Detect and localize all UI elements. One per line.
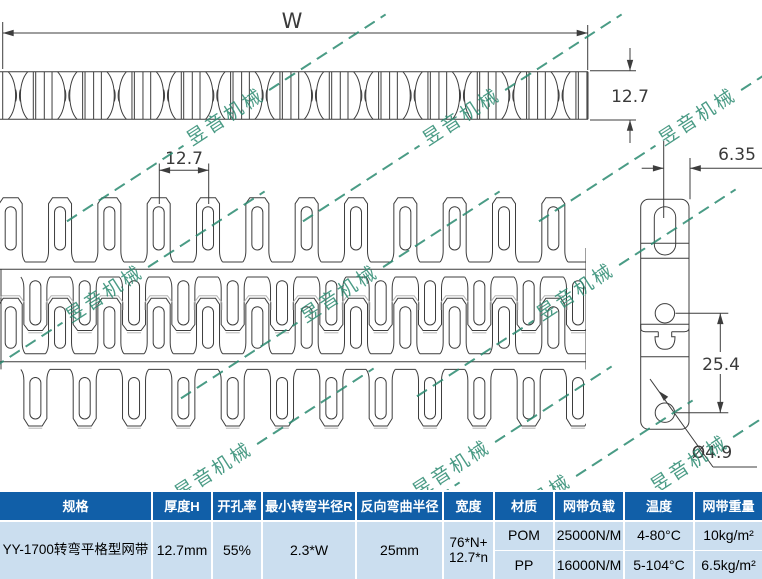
cell-thickness: 12.7mm: [153, 521, 211, 579]
dim-thickness-label: 12.7: [611, 87, 649, 107]
cell-load-pom: 25000N/M: [555, 521, 623, 550]
spec-table: 规格 厚度H 开孔率 最小转弯半径R 反向弯曲半径 宽度 材质 网带负载 温度 …: [0, 490, 762, 579]
cell-material-pp: PP: [495, 551, 553, 579]
cell-spec: YY-1700转弯平格型网带: [0, 521, 151, 579]
cell-min-turn-radius: 2.3*W: [263, 521, 355, 579]
cell-weight-pom: 10kg/m²: [695, 521, 762, 550]
col-header-thickness: 厚度H: [153, 491, 211, 520]
cell-reverse-bend-radius: 25mm: [357, 521, 442, 579]
width-formula-line1: 76*N+: [449, 534, 488, 550]
col-header-load: 网带负载: [555, 491, 623, 520]
col-header-open-area: 开孔率: [213, 491, 261, 520]
cell-weight-pp: 6.5kg/m²: [695, 551, 762, 579]
col-header-weight: 网带重量: [695, 491, 762, 520]
col-header-material: 材质: [495, 491, 553, 520]
dim-hole-diameter-label: Ø4.9: [692, 443, 732, 463]
dim-pitch-label: 12.7: [165, 149, 203, 169]
col-header-spec: 规格: [0, 491, 151, 520]
cell-temperature-pp: 5-104°C: [625, 551, 693, 579]
cell-width-formula: 76*N+ 12.7*n: [444, 521, 493, 579]
cell-load-pp: 16000N/M: [555, 551, 623, 579]
top-view: [0, 197, 586, 429]
cell-open-area: 55%: [213, 521, 261, 579]
side-view: [0, 71, 589, 120]
cell-temperature-pom: 4-80°C: [625, 521, 693, 550]
col-header-reverse-bend-radius: 反向弯曲半径: [357, 491, 442, 520]
col-header-min-turn-radius: 最小转弯半径R: [263, 491, 355, 520]
col-header-temperature: 温度: [625, 491, 693, 520]
dim-edge-offset-label: 6.35: [718, 145, 756, 165]
dim-belt-width-label: W: [282, 9, 303, 33]
col-header-width: 宽度: [444, 491, 493, 520]
width-formula-line2: 12.7*n: [448, 550, 489, 566]
cell-material-pom: POM: [495, 521, 553, 550]
dim-row-spacing-label: 25.4: [702, 355, 740, 375]
